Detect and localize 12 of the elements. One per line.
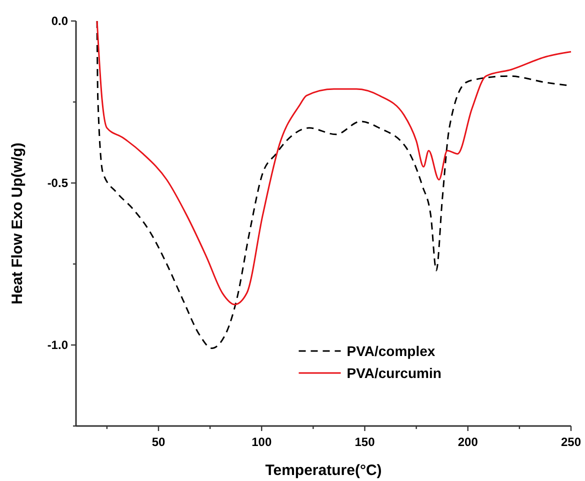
legend-label: PVA/curcumin <box>346 365 442 381</box>
x-axis-title: Temperature(°C) <box>265 462 382 479</box>
y-axis-title: Heat Flow Exo Up(w/g) <box>9 142 26 304</box>
y-tick-label: -1.0 <box>47 338 68 352</box>
x-tick-label: 200 <box>458 435 478 449</box>
legend-label: PVA/complex <box>346 343 436 359</box>
x-tick-label: 150 <box>354 435 376 449</box>
y-tick-label: 0.0 <box>51 14 68 28</box>
x-tick-label: 50 <box>152 435 166 449</box>
x-tick-label: 250 <box>560 435 582 449</box>
y-tick-label: -0.5 <box>47 176 68 190</box>
x-tick-label: 100 <box>252 435 272 449</box>
